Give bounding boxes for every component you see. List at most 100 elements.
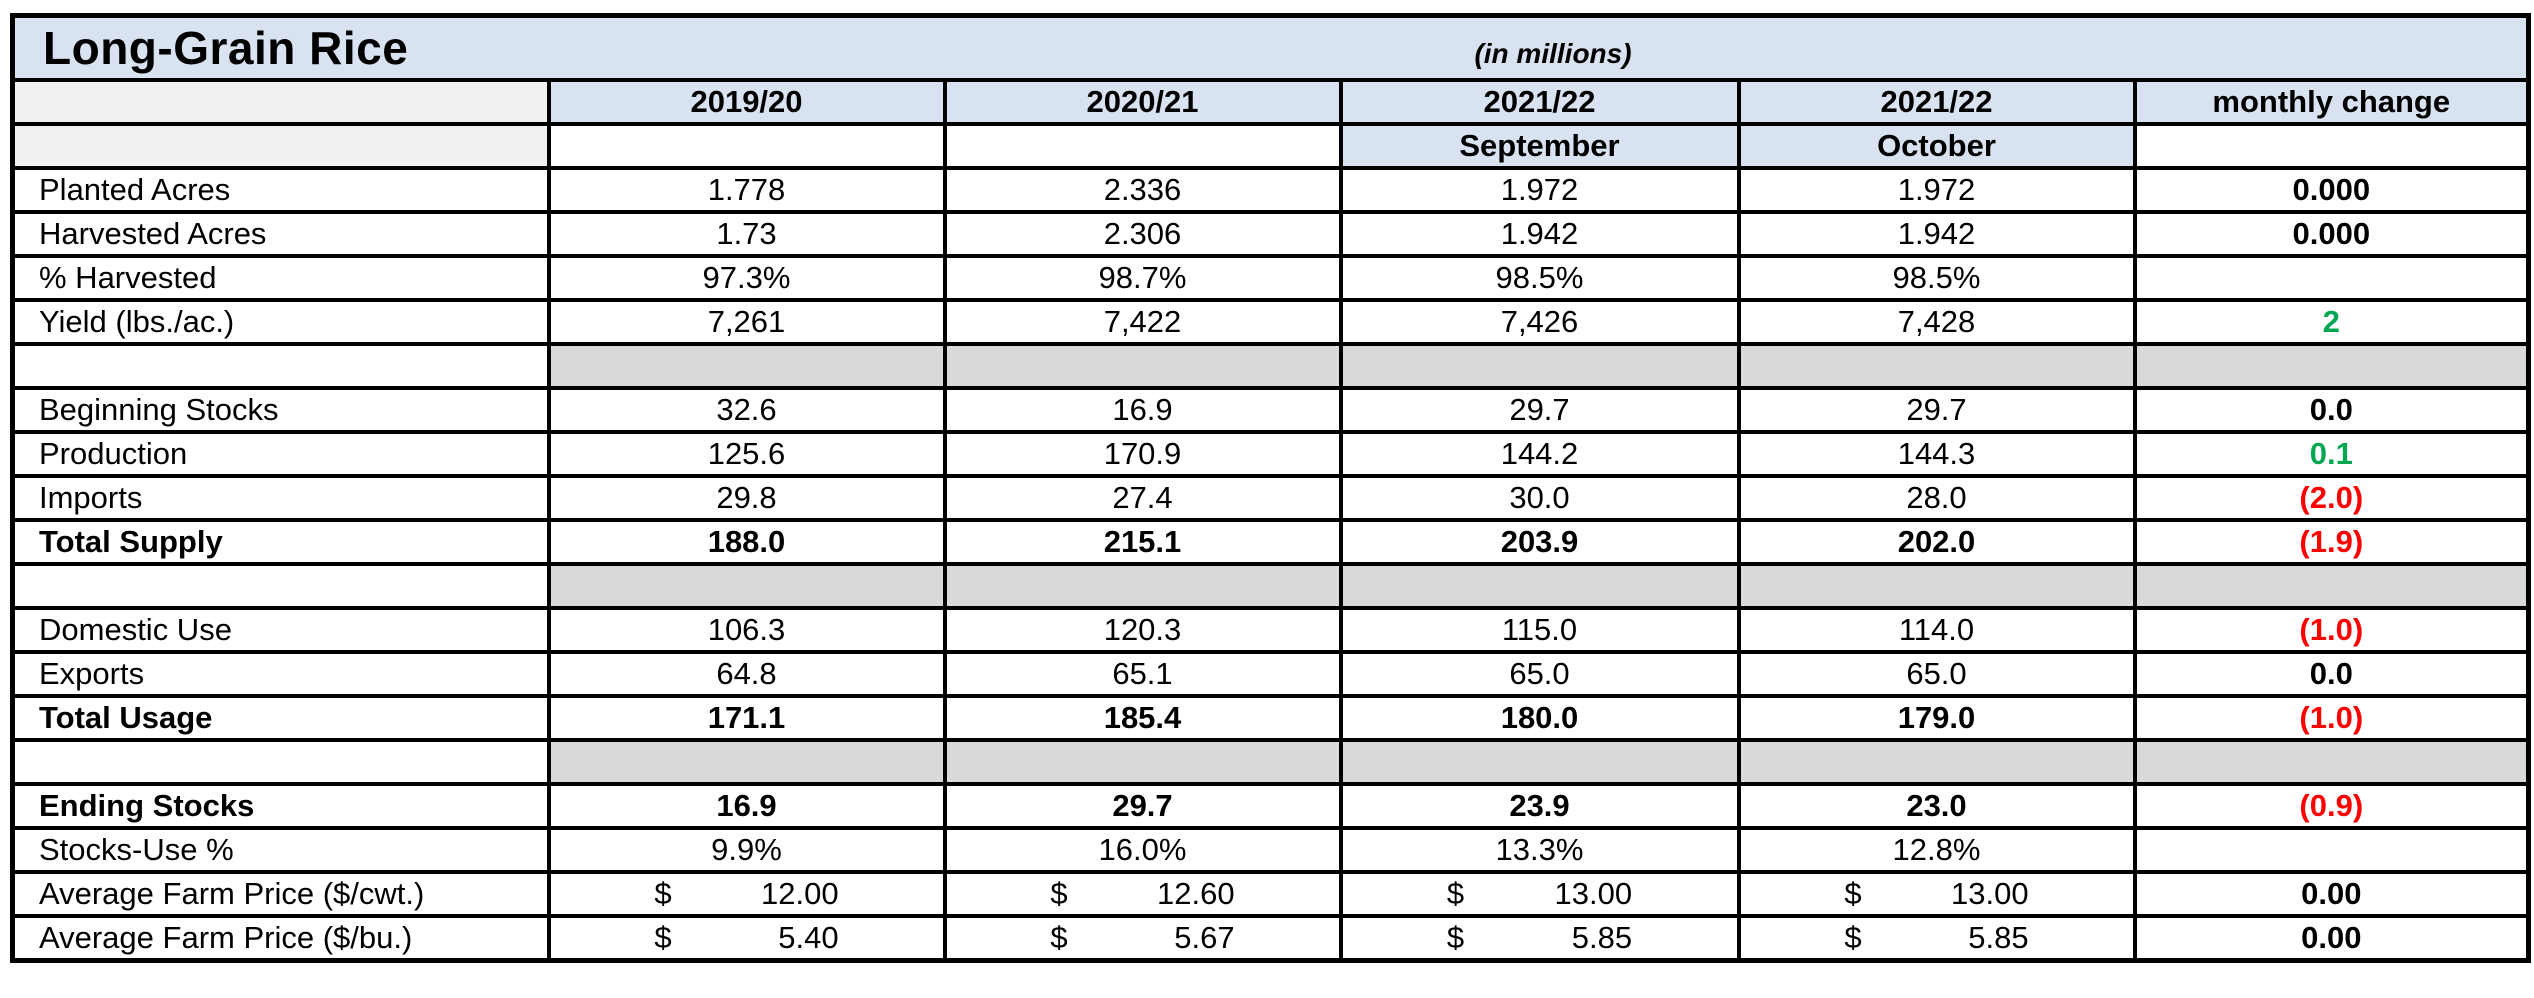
value-cell: $12.00	[546, 870, 947, 918]
value-cell: 13.3%	[1338, 826, 1741, 874]
value-cell: 28.0	[1736, 474, 2137, 522]
value-cell: 202.0	[1736, 518, 2137, 566]
column-header-2021-22-oct: 2021/22	[1736, 78, 2137, 126]
value-cell: 27.4	[942, 474, 1343, 522]
value-cell: $5.67	[942, 914, 1343, 963]
monthly-change-cell: (1.9)	[2132, 518, 2531, 566]
subheader-blank	[942, 122, 1343, 170]
row-label: % Harvested	[10, 254, 551, 302]
table-row: % Harvested 97.3% 98.7% 98.5% 98.5%	[10, 254, 2531, 302]
spacer-cell	[942, 738, 1343, 786]
monthly-change-cell: (2.0)	[2132, 474, 2531, 522]
value-cell: 7,261	[546, 298, 947, 346]
monthly-change-cell: 0.000	[2132, 166, 2531, 214]
currency-symbol: $	[1050, 920, 1068, 955]
value-cell: $5.85	[1338, 914, 1741, 963]
row-label: Domestic Use	[10, 606, 551, 654]
rice-balance-sheet-table: Long-Grain Rice (in millions) 2019/20 20…	[10, 13, 2532, 963]
table-row: Planted Acres 1.778 2.336 1.972 1.972 0.000	[10, 166, 2531, 214]
value-cell: 1.972	[1338, 166, 1741, 214]
row-label: Average Farm Price ($/cwt.)	[10, 870, 551, 918]
spacer-cell	[1736, 342, 2137, 390]
spacer-cell	[1338, 342, 1741, 390]
row-label: Beginning Stocks	[10, 386, 551, 434]
value-cell: 65.1	[942, 650, 1343, 698]
row-label: Imports	[10, 474, 551, 522]
value-cell: 32.6	[546, 386, 947, 434]
value-cell: 1.972	[1736, 166, 2137, 214]
spacer-cell	[1736, 562, 2137, 610]
page-title: Long-Grain Rice	[43, 22, 409, 74]
monthly-change-cell: 0.1	[2132, 430, 2531, 478]
spacer-cell	[1736, 738, 2137, 786]
units-subtitle: (in millions)	[1474, 38, 1632, 69]
table-row: Total Usage 171.1 185.4 180.0 179.0 (1.0)	[10, 694, 2531, 742]
value-cell: 16.0%	[942, 826, 1343, 874]
value-cell: 30.0	[1338, 474, 1741, 522]
value-cell: $5.85	[1736, 914, 2137, 963]
value-cell: 97.3%	[546, 254, 947, 302]
value-cell: 12.8%	[1736, 826, 2137, 874]
corner-cell	[10, 78, 551, 126]
price-value: 13.00	[1951, 876, 2029, 911]
column-header-2019-20: 2019/20	[546, 78, 947, 126]
spacer-cell	[546, 738, 947, 786]
row-label: Yield (lbs./ac.)	[10, 298, 551, 346]
spacer-cell	[546, 342, 947, 390]
price-value: 12.00	[761, 876, 839, 911]
spacer-row	[10, 342, 2531, 390]
table-row: Stocks-Use % 9.9% 16.0% 13.3% 12.8%	[10, 826, 2531, 874]
spacer-label-cell	[10, 738, 551, 786]
monthly-change-cell: 0.0	[2132, 650, 2531, 698]
value-cell: 65.0	[1338, 650, 1741, 698]
table-row: Yield (lbs./ac.) 7,261 7,422 7,426 7,428 2	[10, 298, 2531, 346]
subheader-october: October	[1736, 122, 2137, 170]
row-label: Total Usage	[10, 694, 551, 742]
row-label: Average Farm Price ($/bu.)	[10, 914, 551, 963]
value-cell: 65.0	[1736, 650, 2137, 698]
value-cell: 29.7	[1736, 386, 2137, 434]
value-cell: 125.6	[546, 430, 947, 478]
price-value: 5.40	[778, 920, 839, 955]
spacer-cell	[942, 562, 1343, 610]
value-cell: 1.942	[1338, 210, 1741, 258]
currency-symbol: $	[1446, 920, 1465, 955]
value-cell: 16.9	[546, 782, 947, 830]
subheader-blank	[546, 122, 947, 170]
table-row: Ending Stocks 16.9 29.7 23.9 23.0 (0.9)	[10, 782, 2531, 830]
spacer-row	[10, 738, 2531, 786]
row-label: Total Supply	[10, 518, 551, 566]
monthly-change-cell: (1.0)	[2132, 694, 2531, 742]
corner-cell	[10, 122, 551, 170]
price-value: 12.60	[1157, 876, 1235, 911]
row-label: Stocks-Use %	[10, 826, 551, 874]
value-cell: 29.7	[942, 782, 1343, 830]
value-cell: 1.778	[546, 166, 947, 214]
spacer-cell	[2132, 738, 2531, 786]
monthly-change-cell: 0.0	[2132, 386, 2531, 434]
row-label: Harvested Acres	[10, 210, 551, 258]
monthly-change-cell: 0.00	[2132, 914, 2531, 963]
value-cell: 114.0	[1736, 606, 2137, 654]
currency-symbol: $	[1844, 920, 1862, 955]
value-cell: 7,422	[942, 298, 1343, 346]
price-value: 13.00	[1554, 876, 1633, 911]
row-label: Planted Acres	[10, 166, 551, 214]
value-cell: $5.40	[546, 914, 947, 963]
value-cell: 7,426	[1338, 298, 1741, 346]
value-cell: 1.942	[1736, 210, 2137, 258]
table-row: Harvested Acres 1.73 2.306 1.942 1.942 0.000	[10, 210, 2531, 258]
currency-symbol: $	[654, 876, 672, 911]
table-row: Production 125.6 170.9 144.2 144.3 0.1	[10, 430, 2531, 478]
title-bar: Long-Grain Rice (in millions)	[10, 13, 2531, 82]
value-cell: $12.60	[942, 870, 1343, 918]
spacer-cell	[2132, 562, 2531, 610]
spacer-cell	[1338, 562, 1741, 610]
value-cell: 106.3	[546, 606, 947, 654]
spacer-label-cell	[10, 562, 551, 610]
value-cell: 215.1	[942, 518, 1343, 566]
value-cell: 98.7%	[942, 254, 1343, 302]
value-cell: 180.0	[1338, 694, 1741, 742]
value-cell: 185.4	[942, 694, 1343, 742]
table-row: Average Farm Price ($/bu.) $5.40 $5.67 $5.8…	[10, 914, 2531, 963]
